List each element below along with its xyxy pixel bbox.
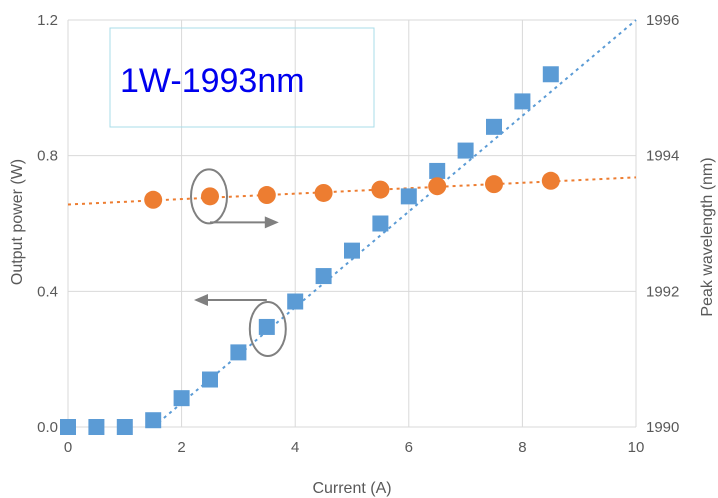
circle-marker-5 — [428, 177, 447, 196]
tick-labels: 0 2 4 6 8 10 0.0 0.4 0.8 1.2 1990 1992 1994 1996 — [37, 12, 679, 456]
title-box — [109, 27, 375, 128]
square-marker-13 — [429, 162, 446, 179]
square-marker-15 — [486, 118, 502, 135]
annotation-arrow-left-head — [194, 293, 208, 306]
square-marker-2 — [116, 419, 133, 435]
data-marks — [60, 66, 560, 435]
x-tick-label-4: 8 — [518, 439, 526, 456]
annotation-circle-orange — [190, 168, 228, 225]
square-marker-7 — [258, 318, 275, 335]
square-marker-16 — [514, 93, 531, 110]
y-right-tick-label-0: 1990 — [646, 419, 679, 436]
x-tick-label-2: 4 — [291, 439, 299, 456]
circle-marker-2 — [257, 186, 276, 205]
square-marker-5 — [202, 371, 218, 388]
y-right-axis-title: Peak wavelength (nm) — [699, 157, 716, 316]
chart-title: 1W-1993nm — [120, 62, 305, 100]
y-left-tick-label-1: 0.4 — [37, 283, 58, 300]
square-marker-0 — [60, 419, 76, 435]
square-marker-9 — [315, 268, 332, 285]
grid — [67, 19, 637, 428]
x-tick-label-0: 0 — [64, 439, 72, 456]
square-marker-17 — [542, 66, 559, 83]
circle-marker-6 — [485, 175, 503, 194]
x-axis-title: Current (A) — [312, 480, 391, 497]
x-tick-label-3: 6 — [405, 439, 413, 456]
circle-marker-4 — [371, 180, 390, 199]
y-left-axis-title: Output power (W) — [9, 159, 26, 285]
annotations — [190, 168, 287, 357]
y-right-tick-label-3: 1996 — [646, 12, 679, 29]
y-right-tick-label-2: 1994 — [646, 148, 679, 165]
y-left-tick-label-3: 1.2 — [37, 12, 58, 29]
circle-marker-3 — [314, 183, 333, 202]
square-marker-11 — [372, 215, 389, 232]
y-left-tick-label-2: 0.8 — [37, 148, 58, 165]
annotation-arrow-right-head — [264, 216, 279, 229]
square-marker-14 — [457, 142, 474, 159]
circle-marker-1 — [201, 187, 219, 206]
square-marker-3 — [145, 412, 162, 429]
annotation-circle-blue — [248, 300, 287, 357]
square-marker-12 — [400, 188, 417, 205]
x-tick-label-5: 10 — [628, 439, 645, 456]
y-left-tick-label-0: 0.0 — [37, 419, 58, 436]
circle-marker-7 — [541, 171, 560, 190]
square-marker-4 — [173, 390, 190, 407]
square-marker-6 — [230, 344, 247, 361]
square-marker-1 — [88, 419, 105, 435]
circle-marker-0 — [144, 190, 163, 209]
square-marker-10 — [344, 242, 360, 259]
square-marker-8 — [287, 293, 304, 310]
x-tick-label-1: 2 — [177, 439, 185, 456]
y-right-tick-label-1: 1992 — [646, 283, 679, 300]
